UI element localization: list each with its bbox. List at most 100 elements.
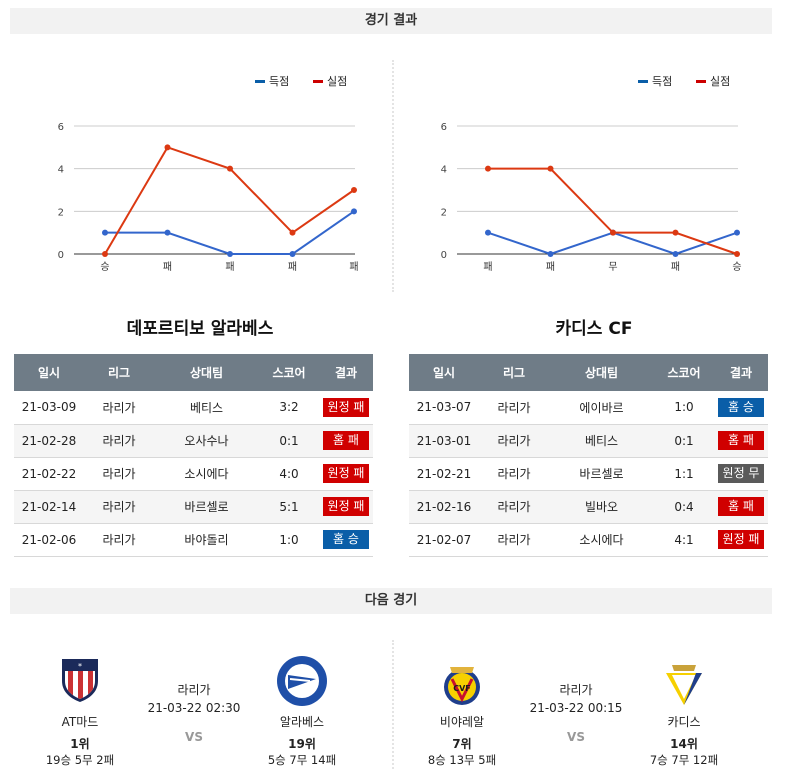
column-header: 리그 — [479, 354, 549, 391]
result-badge: 홈 패 — [718, 431, 764, 450]
table-row: 21-03-09 라리가 베티스 3:2 원정 패 — [14, 391, 373, 425]
match-league: 라리가 — [177, 683, 211, 697]
vs-label: VS — [567, 730, 585, 744]
villarreal-crest-logo: CVF — [436, 655, 488, 707]
date-cell: 21-02-22 — [14, 457, 84, 491]
team-name: 카디스 — [667, 715, 701, 729]
results-table-alaves: 일시 리그 상대팀 스코어 결과 21-03-09 라리가 베티스 3:2 원정 패 2… — [14, 354, 373, 557]
score-cell: 1:0 — [654, 391, 714, 425]
data-point — [610, 229, 616, 236]
result-cell: 홈 승 — [714, 391, 768, 425]
table-row: 21-03-07 라리가 에이바르 1:0 홈 승 — [409, 391, 768, 425]
date-cell: 21-03-09 — [14, 391, 84, 425]
away-team[interactable]: 카디스 14위 7승 7무 12패 — [629, 650, 739, 768]
result-badge: 원정 패 — [718, 530, 764, 549]
date-cell: 21-02-28 — [14, 424, 84, 458]
table-row: 21-02-14 라리가 바르셀로 5:1 원정 패 — [14, 490, 373, 524]
x-tick-label: 패 — [288, 261, 297, 273]
data-point — [102, 229, 108, 236]
column-header: 결과 — [319, 354, 373, 391]
table-header-row: 일시 리그 상대팀 스코어 결과 — [14, 354, 373, 391]
column-header: 스코어 — [259, 354, 319, 391]
result-cell: 홈 패 — [319, 424, 373, 458]
league-cell: 라리가 — [479, 391, 549, 425]
data-point — [485, 165, 491, 172]
x-tick-label: 패 — [163, 261, 172, 273]
x-tick-label: 무 — [608, 262, 617, 273]
y-tick-label: 2 — [441, 207, 447, 218]
league-cell: 라리가 — [84, 391, 154, 425]
opponent-cell: 오사수나 — [154, 424, 259, 458]
legend-swatch — [255, 80, 265, 83]
league-cell: 라리가 — [479, 490, 549, 524]
match-info: 라리가 21-03-22 00:15 — [508, 681, 644, 717]
atletico-madrid-crest-logo: * — [54, 655, 106, 707]
result-badge: 홈 패 — [718, 497, 764, 516]
opponent-cell: 바르셀로 — [549, 457, 654, 491]
result-cell: 원정 무 — [714, 457, 768, 491]
legend-label: 실점 — [710, 75, 730, 88]
result-badge: 홈 패 — [323, 431, 369, 450]
data-point — [547, 165, 554, 172]
column-header: 상대팀 — [154, 354, 259, 391]
date-cell: 21-03-07 — [409, 391, 479, 425]
result-badge: 홈 승 — [323, 530, 369, 549]
x-tick-label: 패 — [546, 261, 555, 273]
match-info: 라리가 21-03-22 02:30 — [126, 681, 262, 717]
chart-alaves: 0 2 4 6 승 패 패 패 패 득점 실점 — [4, 60, 384, 290]
result-cell: 홈 패 — [714, 424, 768, 458]
team-name: 비야레알 — [439, 715, 485, 729]
team-title: 카디스 CF — [555, 319, 633, 339]
divider — [392, 640, 394, 769]
series-line-scored — [105, 210, 355, 255]
score-cell: 4:1 — [654, 523, 714, 557]
home-team[interactable]: CVF 비야레알 7위 8승 13무 5패 — [407, 650, 517, 768]
legend-label: 득점 — [269, 75, 289, 88]
team-title: 데포르티보 알라베스 — [126, 319, 274, 339]
result-cell: 원정 패 — [319, 457, 373, 491]
x-tick-label: 승 — [732, 261, 741, 273]
home-team[interactable]: * AT마드 1위 19승 5무 2패 — [25, 650, 135, 768]
opponent-cell: 바야돌리 — [154, 523, 259, 557]
data-point — [734, 229, 740, 236]
chart-cadiz: 0 2 4 6 패 패 무 패 승 득점 실점 — [399, 60, 779, 290]
column-header: 일시 — [409, 354, 479, 391]
data-point — [672, 229, 679, 236]
column-header: 일시 — [14, 354, 84, 391]
y-tick-label: 4 — [441, 165, 447, 176]
away-team[interactable]: 알라베스 19위 5승 7무 14패 — [247, 650, 357, 768]
next-match: * AT마드 1위 19승 5무 2패 라리가 21-03-22 02:30 VS 알… — [4, 650, 384, 769]
date-cell: 21-02-21 — [409, 457, 479, 491]
result-badge: 홈 승 — [718, 397, 764, 417]
team-record: 5승 7무 14패 — [267, 753, 337, 767]
data-point — [351, 208, 357, 215]
results-table-cadiz: 일시 리그 상대팀 스코어 결과 21-03-07 라리가 에이바르 1:0 홈 승 2… — [409, 354, 768, 557]
x-tick-label: 승 — [100, 261, 109, 273]
match-datetime: 21-03-22 00:15 — [529, 701, 623, 715]
table-row: 21-02-07 라리가 소시에다 4:1 원정 패 — [409, 523, 768, 557]
chart-svg: 0 2 4 6 패 패 무 패 승 득점 실점 — [441, 75, 742, 273]
table-row: 21-02-06 라리가 바야돌리 1:0 홈 승 — [14, 523, 373, 557]
opponent-cell: 빌바오 — [549, 490, 654, 524]
result-cell: 원정 패 — [319, 490, 373, 524]
team-record: 8승 13무 5패 — [427, 753, 497, 767]
result-cell: 원정 패 — [714, 523, 768, 557]
date-cell: 21-02-06 — [14, 523, 84, 557]
legend-label: 득점 — [652, 75, 672, 88]
opponent-cell: 소시에다 — [154, 457, 259, 491]
score-cell: 0:4 — [654, 490, 714, 524]
date-cell: 21-02-14 — [14, 490, 84, 524]
y-tick-label: 0 — [441, 250, 447, 261]
data-point — [164, 144, 171, 151]
svg-text:CVF: CVF — [453, 684, 471, 693]
data-point — [164, 229, 171, 236]
table-row: 21-02-22 라리가 소시에다 4:0 원정 패 — [14, 457, 373, 491]
date-cell: 21-02-16 — [409, 490, 479, 524]
series-line-scored — [487, 231, 738, 256]
opponent-cell: 베티스 — [154, 391, 259, 425]
league-cell: 라리가 — [84, 457, 154, 491]
y-tick-label: 2 — [58, 207, 64, 218]
alaves-crest-logo — [276, 655, 328, 707]
data-point — [351, 187, 357, 193]
legend-swatch — [638, 80, 648, 83]
